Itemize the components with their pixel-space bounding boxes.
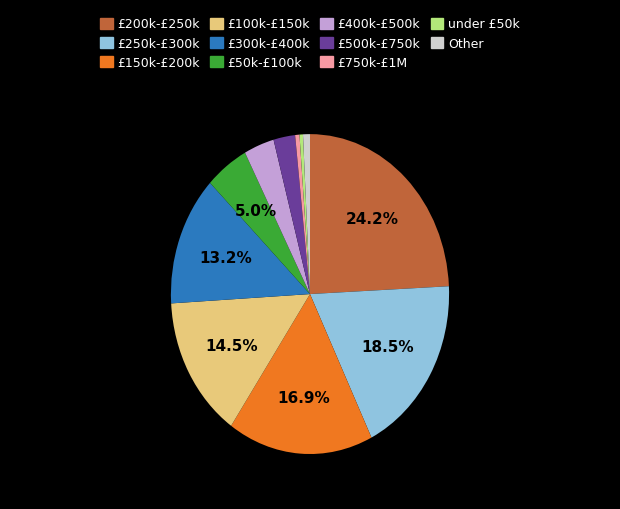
Wedge shape (231, 295, 371, 454)
Wedge shape (245, 140, 310, 295)
Wedge shape (171, 184, 310, 304)
Wedge shape (299, 135, 310, 295)
Text: 16.9%: 16.9% (277, 390, 330, 406)
Text: 18.5%: 18.5% (361, 340, 414, 355)
Wedge shape (210, 153, 310, 295)
Wedge shape (310, 135, 449, 295)
Legend: £200k-£250k, £250k-£300k, £150k-£200k, £100k-£150k, £300k-£400k, £50k-£100k, £40: £200k-£250k, £250k-£300k, £150k-£200k, £… (95, 13, 525, 75)
Wedge shape (171, 295, 310, 426)
Text: 5.0%: 5.0% (234, 204, 277, 219)
Text: 14.5%: 14.5% (205, 338, 257, 353)
Text: 13.2%: 13.2% (199, 251, 252, 266)
Wedge shape (273, 136, 310, 295)
Wedge shape (295, 135, 310, 295)
Wedge shape (303, 135, 310, 295)
Text: 24.2%: 24.2% (346, 212, 399, 227)
Wedge shape (310, 287, 449, 438)
